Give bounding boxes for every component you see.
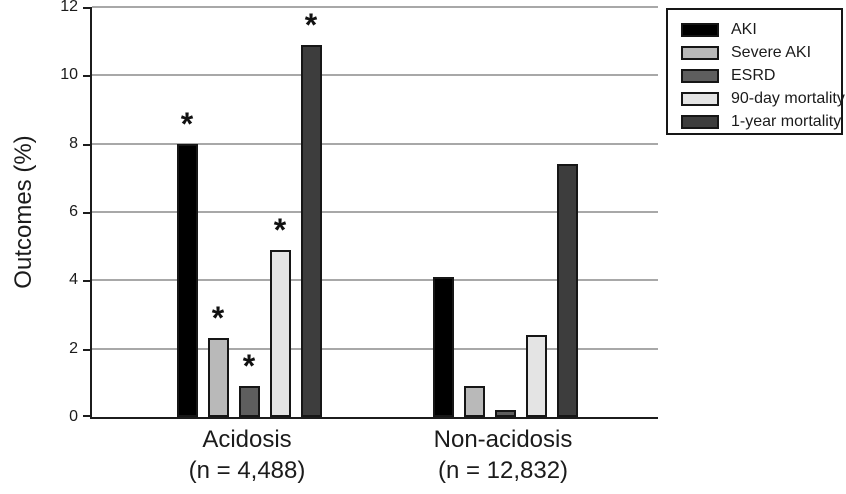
x-category-label-line: (n = 4,488) xyxy=(188,457,306,484)
x-category-label-acidosis: Acidosis (n = 4,488) xyxy=(189,424,306,486)
y-tick-mark xyxy=(83,7,90,9)
legend-row-esrd: ESRD xyxy=(681,65,841,87)
x-axis-labels: Acidosis (n = 4,488) Non-acidosis (n = 12,8… xyxy=(90,424,656,490)
y-tick-label-4: 4 xyxy=(69,271,78,289)
y-tick-mark xyxy=(83,280,90,283)
bar-esrd-non-acidosis xyxy=(495,410,516,417)
legend-label: AKI xyxy=(731,21,757,38)
gridline-y-12 xyxy=(92,6,658,8)
significance-asterisk: * xyxy=(304,7,318,43)
significance-asterisk: * xyxy=(180,106,194,142)
plot-area: * * * * * xyxy=(83,6,658,419)
y-tick-label-6: 6 xyxy=(69,203,78,220)
gridline-y-2 xyxy=(92,347,658,350)
x-category-label-line: (n = 12,832) xyxy=(437,457,569,484)
gridline-y-4 xyxy=(92,279,658,282)
legend: AKI Severe AKI ESRD 90-day mortality 1-year … xyxy=(666,8,845,135)
y-tick-mark xyxy=(83,75,90,78)
y-tick-mark xyxy=(83,415,90,417)
x-category-label-line: Non-acidosis xyxy=(433,426,573,453)
significance-asterisk: * xyxy=(273,212,287,248)
legend-row-aki: AKI xyxy=(681,19,841,41)
legend-swatch-severe-aki xyxy=(681,46,719,60)
bar-1-year-mortality-non-acidosis xyxy=(557,164,578,417)
gridline-y-6 xyxy=(92,211,658,213)
y-tick-mark xyxy=(83,143,90,146)
legend-swatch-aki xyxy=(681,23,719,37)
y-tick-label-10: 10 xyxy=(60,66,78,84)
gridline-y-8 xyxy=(92,142,658,145)
x-category-label-non-acidosis: Non-acidosis (n = 12,832) xyxy=(434,424,573,486)
y-tick-label-0: 0 xyxy=(69,408,78,425)
bar-90-day-mortality-non-acidosis xyxy=(526,335,547,417)
bar-aki-non-acidosis xyxy=(433,277,454,417)
bar-esrd-acidosis xyxy=(239,386,260,417)
legend-row-90-day-mortality: 90-day mortality xyxy=(681,88,845,110)
legend-label: 90-day mortality xyxy=(731,90,845,107)
significance-asterisk: * xyxy=(211,300,225,336)
legend-row-1-year-mortality: 1-year mortality xyxy=(681,111,841,133)
y-axis-title: Outcomes (%) xyxy=(10,135,37,289)
y-tick-label-2: 2 xyxy=(69,339,78,357)
legend-swatch-esrd xyxy=(681,69,719,83)
bar-1-year-mortality-acidosis xyxy=(301,45,322,417)
legend-swatch-90-day-mortality xyxy=(681,92,719,106)
gridline-y-10 xyxy=(92,74,658,77)
bar-aki-acidosis xyxy=(177,144,198,417)
bar-severe-aki-acidosis xyxy=(208,338,229,417)
y-tick-label-12: 12 xyxy=(60,0,78,15)
legend-label: Severe AKI xyxy=(731,44,812,61)
bar-severe-aki-non-acidosis xyxy=(464,386,485,417)
significance-asterisk: * xyxy=(242,348,256,384)
legend-swatch-1-year-mortality xyxy=(681,115,719,129)
x-category-label-line: Acidosis xyxy=(202,426,292,453)
legend-label: 1-year mortality xyxy=(731,113,842,130)
legend-row-severe-aki: Severe AKI xyxy=(681,42,841,64)
y-tick-label-8: 8 xyxy=(69,134,78,152)
y-tick-mark xyxy=(83,212,90,214)
y-tick-mark xyxy=(83,348,90,351)
legend-label: ESRD xyxy=(731,67,776,84)
bar-90-day-mortality-acidosis xyxy=(270,250,291,417)
